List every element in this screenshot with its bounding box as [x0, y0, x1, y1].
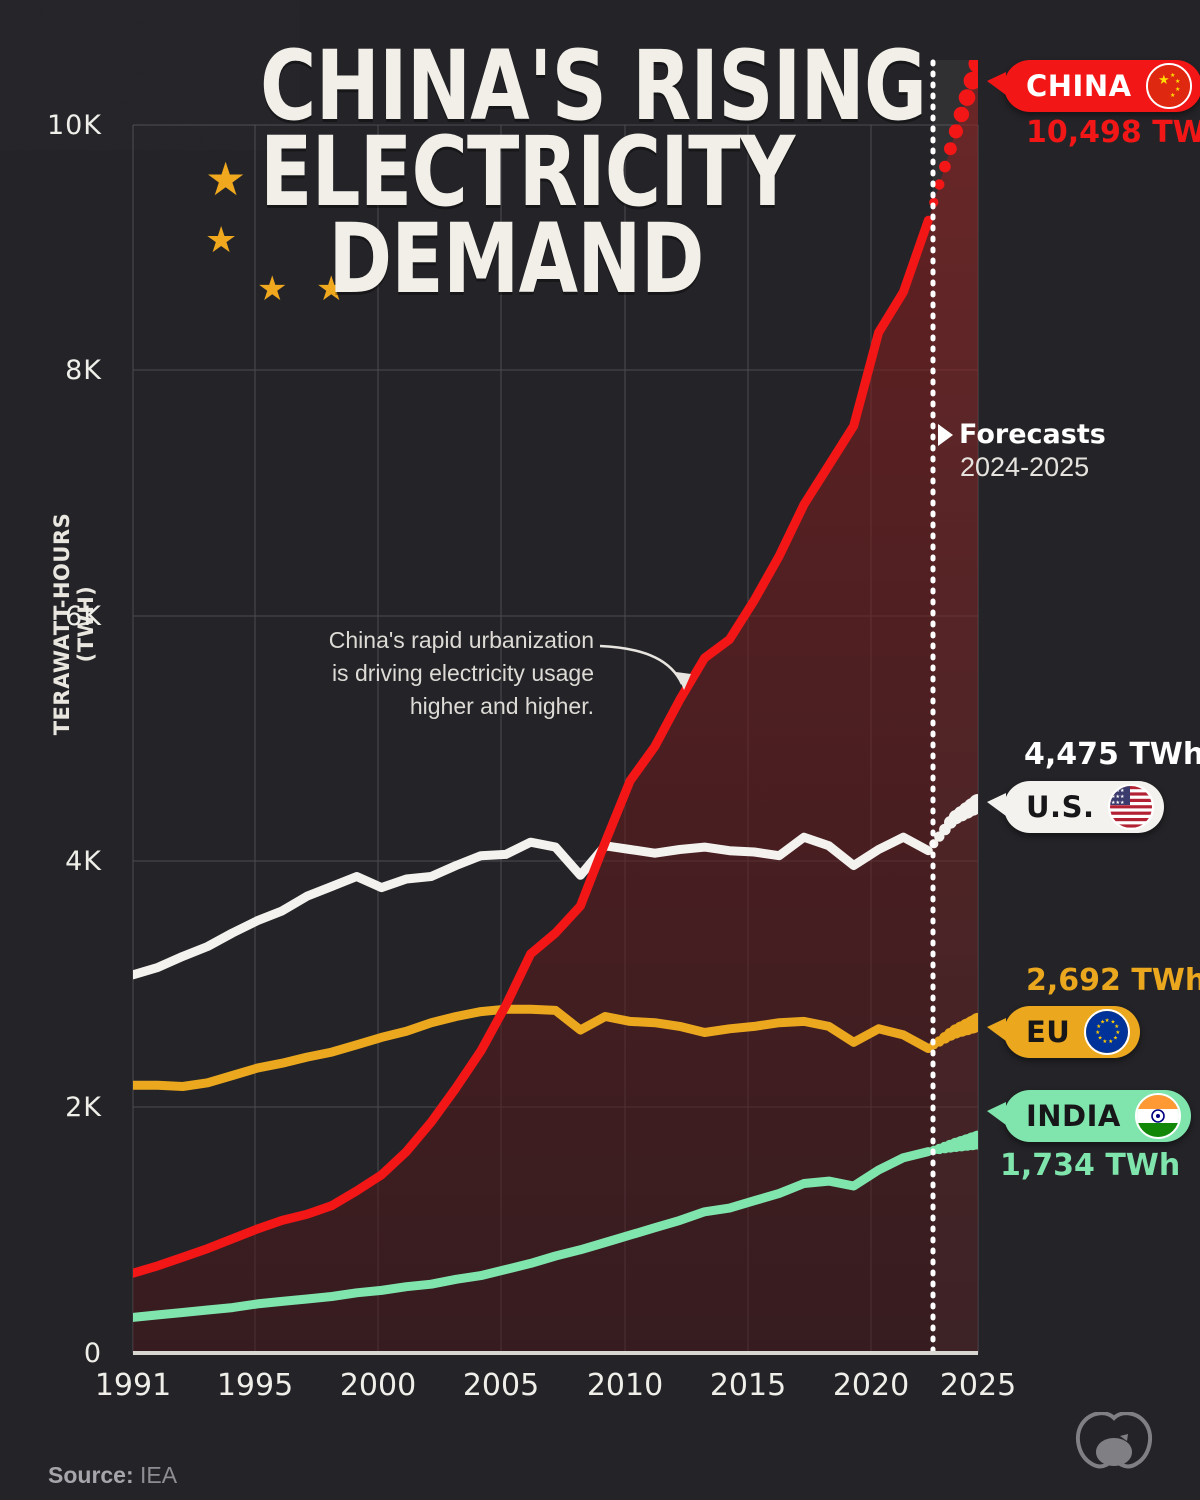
eu-flag-icon: ★ ★ ★ ★ ★ ★ ★ ★ ★ ★ ★ — [1084, 1009, 1131, 1055]
play-triangle-icon — [938, 423, 953, 446]
svg-text:★: ★ — [1097, 1024, 1102, 1030]
india-flag-icon — [1134, 1093, 1181, 1139]
svg-text:★: ★ — [1111, 1020, 1116, 1026]
legend-pill-us[interactable]: U.S. ★★★ ★★★ ★★★ — [987, 781, 1165, 833]
us-line — [133, 832, 933, 980]
eu-line — [133, 1004, 933, 1091]
x-tick-2015: 2015 — [709, 1368, 787, 1403]
svg-text:★★★: ★★★ — [1111, 794, 1125, 800]
title-line-3: DEMAND — [328, 202, 704, 315]
usa-flag-icon: ★★★ ★★★ ★★★ — [1108, 784, 1155, 830]
forecast-marker: Forecasts 2024-2025 — [938, 420, 1106, 483]
china-flag-star-large: ★ — [205, 153, 247, 205]
legend-label-eu: EU — [1026, 1015, 1071, 1049]
legend-value-us: 4,475 TWh — [1024, 737, 1200, 772]
annotation-arrow — [599, 644, 684, 685]
svg-text:★: ★ — [1103, 1039, 1108, 1045]
svg-text:★: ★ — [1175, 78, 1180, 85]
pill-tail-us — [987, 793, 1006, 816]
y-tick-8k: 8K — [65, 355, 102, 386]
publisher-logo-icon — [1072, 1411, 1156, 1481]
source-name: IEA — [140, 1462, 178, 1488]
china-flag-star-4: ★ — [316, 270, 347, 308]
pill-tail-eu — [987, 1018, 1006, 1041]
legend-pill-china[interactable]: CHINA ★ ★ ★ ★ ★ — [987, 60, 1200, 112]
y-tick-6k: 6K — [65, 601, 102, 632]
china-flag-star-2: ★ — [205, 219, 238, 260]
forecast-years: 2024-2025 — [960, 451, 1090, 482]
pill-tail-china — [987, 72, 1006, 95]
x-tick-2000: 2000 — [339, 1368, 417, 1403]
svg-text:★: ★ — [1158, 73, 1170, 88]
annotation-arrowhead — [676, 672, 691, 690]
india-line — [133, 1147, 933, 1322]
svg-text:★: ★ — [1116, 1030, 1121, 1036]
china-flag-icon: ★ ★ ★ ★ ★ — [1145, 63, 1192, 109]
x-tick-2005: 2005 — [462, 1368, 540, 1403]
china-flag-star-3: ★ — [257, 270, 288, 308]
svg-text:★: ★ — [1175, 86, 1180, 93]
svg-text:★: ★ — [1109, 1039, 1114, 1045]
legend-value-india: 1,734 TWh — [1000, 1148, 1181, 1183]
svg-text:★: ★ — [1098, 1035, 1103, 1041]
legend-pill-eu[interactable]: EU ★ ★ ★ ★ ★ ★ ★ ★ ★ ★ ★ — [987, 1006, 1141, 1058]
title-line-1: CHINA'S RISING — [260, 30, 927, 142]
pill-tail-india — [987, 1102, 1006, 1125]
annotation-line-3: higher and higher. — [409, 692, 594, 719]
svg-text:★: ★ — [1096, 1030, 1101, 1036]
china-line — [133, 215, 933, 1278]
svg-text:★: ★ — [1170, 92, 1175, 99]
source-credit: Source: IEA — [48, 1462, 177, 1489]
legend-label-china: CHINA — [1026, 69, 1132, 103]
annotation-callout: China's rapid urbanization is driving el… — [258, 624, 594, 723]
x-tick-1991: 1991 — [94, 1368, 172, 1403]
svg-text:★: ★ — [1115, 1024, 1120, 1030]
forecast-title-row: Forecasts — [938, 420, 1106, 450]
y-tick-2k: 2K — [65, 1092, 102, 1123]
forecast-label: Forecasts — [959, 419, 1106, 450]
y-tick-0: 0 — [83, 1338, 102, 1369]
title-line-2: ELECTRICITY — [260, 116, 795, 229]
legend-label-india: INDIA — [1026, 1099, 1121, 1133]
annotation-line-1: China's rapid urbanization — [328, 627, 594, 653]
x-tick-1995: 1995 — [216, 1368, 294, 1403]
legend-pill-india[interactable]: INDIA — [987, 1090, 1191, 1142]
x-tick-2020: 2020 — [832, 1368, 910, 1403]
y-tick-10k: 10K — [46, 110, 102, 141]
svg-text:★★★: ★★★ — [1111, 788, 1125, 794]
source-prefix: Source: — [48, 1462, 134, 1488]
forecast-dots — [929, 60, 978, 1155]
svg-text:★★★: ★★★ — [1111, 800, 1125, 806]
page-title: CHINA'S RISING ELECTRICITY DEMAND — [196, 30, 927, 315]
x-tick-2025: 2025 — [939, 1368, 1017, 1403]
legend-value-china: 10,498 TWh — [1026, 115, 1200, 150]
legend-value-eu: 2,692 TWh — [1026, 963, 1200, 998]
svg-text:★: ★ — [1100, 1020, 1105, 1026]
svg-text:★: ★ — [1170, 72, 1175, 79]
svg-text:★: ★ — [1113, 1035, 1118, 1041]
svg-text:★: ★ — [1105, 1018, 1110, 1024]
legend-label-us: U.S. — [1026, 790, 1095, 824]
x-tick-2010: 2010 — [586, 1368, 664, 1403]
annotation-line-2: is driving electricity usage — [331, 659, 594, 686]
y-tick-4k: 4K — [65, 846, 102, 877]
china-area-fill — [133, 63, 978, 1353]
